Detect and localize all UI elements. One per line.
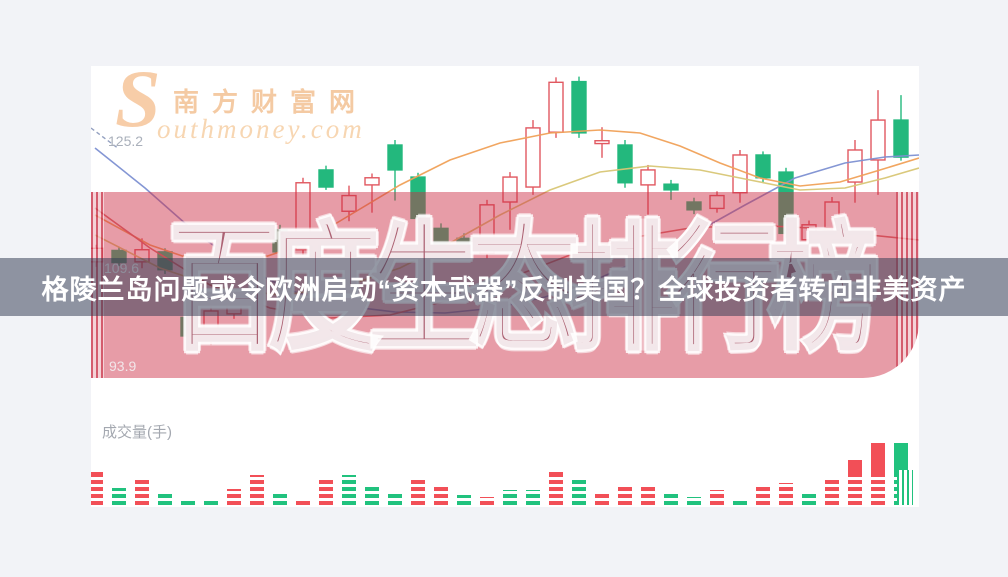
price-label-125: 125.2	[108, 133, 144, 149]
volume-edge-artifact	[897, 470, 913, 505]
volume-label: 成交量(手)	[102, 424, 172, 441]
candlestick-volume-chart	[91, 76, 919, 505]
logo-cn-text: 南方财富网	[173, 87, 369, 117]
headline-title: 格陵兰岛问题或令欧洲启动“资本武器”反制美国？全球投资者转向非美资产	[41, 274, 967, 305]
logo-en-text: outhmoney.com	[157, 114, 365, 144]
headline-band: 格陵兰岛问题或令欧洲启动“资本武器”反制美国？全球投资者转向非美资产	[0, 258, 1008, 316]
logo-s-glyph: S	[115, 53, 161, 144]
price-label-93: 93.9	[109, 358, 137, 374]
southmoney-logo-watermark: S 南方财富网 outhmoney.com	[91, 53, 451, 156]
